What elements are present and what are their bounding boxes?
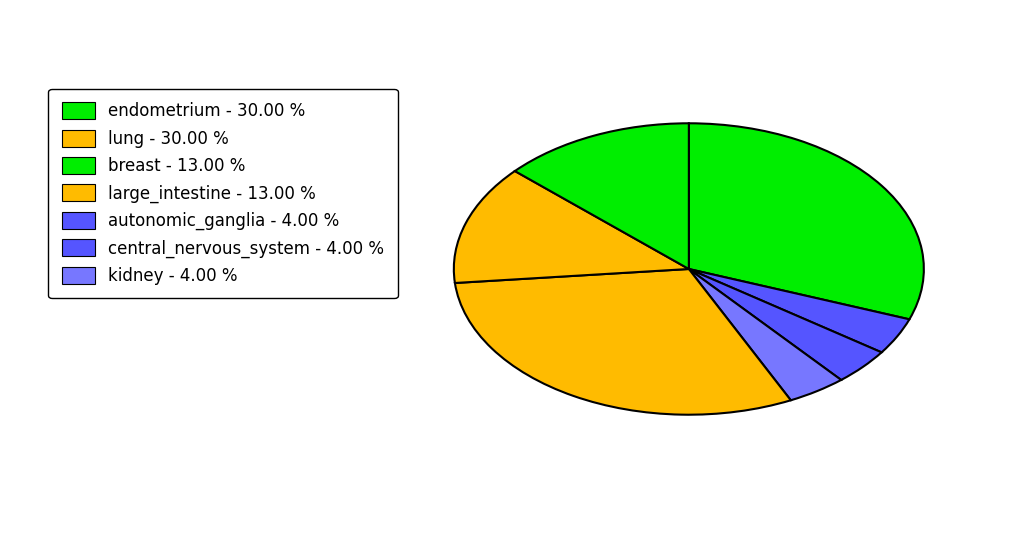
Wedge shape [515, 123, 689, 269]
Legend: endometrium - 30.00 %, lung - 30.00 %, breast - 13.00 %, large_intestine - 13.00: endometrium - 30.00 %, lung - 30.00 %, b… [49, 89, 397, 299]
Wedge shape [689, 123, 924, 320]
Wedge shape [689, 269, 881, 380]
Wedge shape [689, 269, 841, 400]
Wedge shape [454, 171, 689, 283]
Wedge shape [689, 269, 910, 352]
Wedge shape [455, 269, 791, 415]
